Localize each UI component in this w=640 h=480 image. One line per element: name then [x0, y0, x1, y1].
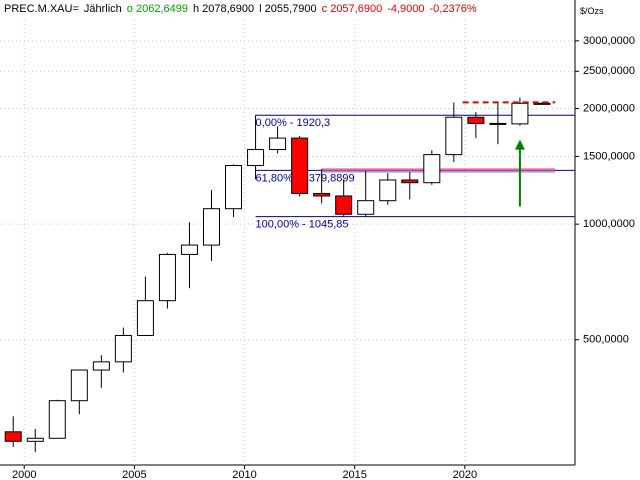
candle-body	[269, 137, 287, 151]
candle-body	[511, 102, 529, 125]
candle-body	[445, 116, 463, 156]
candle-body	[423, 154, 441, 184]
candle-body	[158, 253, 176, 302]
y-tick-label: 2000,0000	[583, 102, 635, 114]
open-value: o 2062,6499	[126, 3, 188, 15]
candle-body	[4, 431, 22, 442]
y-tick-label: 3000,0000	[583, 35, 635, 47]
high-value: h 2078,6900	[192, 3, 255, 15]
close-value: c 2057,6900	[321, 3, 383, 15]
candle-body	[291, 137, 309, 194]
x-tick-label: 2010	[232, 469, 256, 480]
candle-body	[489, 122, 507, 125]
x-tick-label: 2015	[342, 469, 366, 480]
candle-body	[313, 192, 331, 197]
candle-body	[114, 334, 132, 363]
arrow-head	[514, 139, 525, 150]
header: PREC.M.XAU= Jährlich o 2062,6499 h 2078,…	[4, 3, 477, 15]
fib-label: 0,00% - 1920,3	[256, 117, 331, 129]
candle-body	[401, 179, 419, 184]
y-tick-label: 1000,0000	[583, 218, 635, 230]
change: -4,9000	[387, 3, 425, 15]
candle-body	[180, 244, 198, 255]
candle-body	[379, 179, 397, 202]
candle-body	[26, 437, 44, 442]
candle-body	[48, 400, 66, 439]
y-tick-label: 2500,0000	[583, 65, 635, 77]
candle-body	[247, 149, 265, 167]
candle-body	[357, 200, 375, 215]
period: Jährlich	[83, 3, 122, 15]
fib-label: 100,00% - 1045,85	[256, 219, 349, 231]
unit-label: $/Ozs	[580, 6, 604, 16]
candle-body	[533, 102, 551, 105]
candle-body	[202, 208, 220, 246]
x-tick-label: 2005	[122, 469, 146, 480]
y-tick-label: 500,0000	[583, 334, 629, 346]
candle-body	[92, 361, 110, 371]
x-tick-label: 2020	[453, 469, 477, 480]
x-tick-label: 2000	[12, 469, 36, 480]
candle-body	[70, 369, 88, 402]
candle-body	[467, 116, 485, 124]
low-value: l 2055,7900	[259, 3, 317, 15]
y-tick-label: 1500,0000	[583, 150, 635, 162]
candle-body	[136, 300, 154, 336]
candle-body	[225, 165, 243, 210]
symbol: PREC.M.XAU=	[4, 3, 79, 15]
candle-body	[335, 195, 353, 215]
change-pct: -0,2376%	[429, 3, 477, 15]
